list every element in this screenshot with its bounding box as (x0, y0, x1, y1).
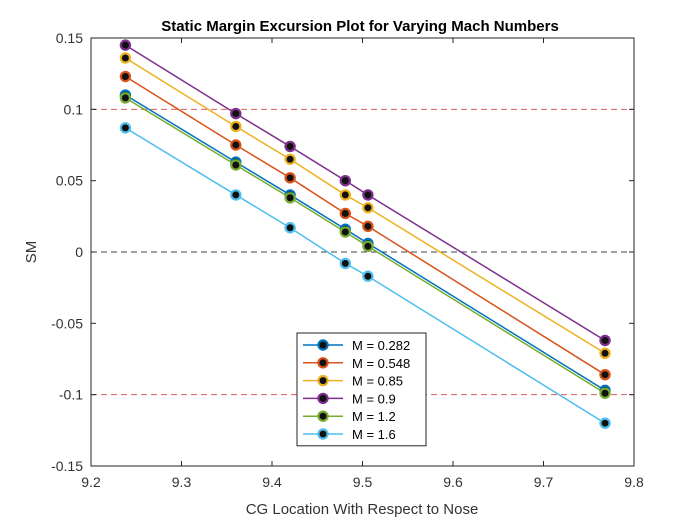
data-point (362, 270, 374, 282)
x-tick-label: 9.8 (624, 474, 644, 490)
data-point (230, 120, 242, 133)
series-1 (119, 70, 611, 381)
legend-label: M = 0.282 (352, 338, 410, 353)
series-line (124, 75, 606, 376)
series-line (124, 44, 606, 342)
data-point (284, 172, 296, 184)
data-point (284, 192, 296, 204)
legend-entry: M = 1.2 (303, 409, 396, 424)
y-tick-label: -0.1 (59, 387, 83, 403)
y-tick-label: 0.05 (56, 173, 83, 189)
data-point (599, 387, 611, 399)
legend-entry: M = 0.282 (303, 338, 410, 353)
legend-entry: M = 0.9 (303, 391, 396, 406)
data-point (339, 174, 352, 187)
data-point (230, 139, 242, 151)
data-point (362, 220, 374, 233)
data-point (362, 240, 374, 252)
legend-swatch-marker (317, 339, 329, 351)
legend-box (296, 332, 427, 447)
data-point (599, 368, 611, 381)
legend-swatch-marker (317, 392, 329, 405)
data-point (339, 226, 352, 238)
data-point (599, 417, 611, 429)
data-point (284, 153, 296, 165)
legend-label: M = 0.85 (352, 374, 403, 389)
legend-entry: M = 1.6 (303, 427, 396, 442)
series-3 (119, 39, 611, 347)
y-axis: -0.15 -0.1 -0.05 0 0.05 0.1 0.15 (51, 30, 634, 474)
x-tick-label: 9.3 (172, 474, 192, 490)
legend-entry: M = 0.85 (303, 374, 403, 389)
series-group (119, 39, 611, 429)
legend-label: M = 1.6 (352, 427, 396, 442)
data-point (339, 207, 352, 220)
legend-swatch-marker (317, 374, 329, 387)
x-axis: 9.2 9.3 9.4 9.5 9.6 9.7 9.8 (81, 38, 644, 490)
legend-swatch-marker (317, 410, 329, 422)
data-point (362, 202, 374, 214)
x-axis-label: CG Location With Respect to Nose (246, 501, 479, 518)
data-point (284, 222, 296, 234)
data-point (230, 159, 242, 171)
data-point (599, 347, 611, 359)
data-point (339, 257, 352, 270)
data-point (119, 92, 132, 104)
data-point (230, 189, 242, 201)
series-4 (119, 92, 611, 399)
data-point (119, 39, 132, 51)
series-line (125, 127, 606, 424)
data-point (284, 140, 296, 153)
legend-label: M = 1.2 (352, 409, 396, 424)
legend-swatch-marker (317, 428, 329, 440)
data-point (599, 334, 611, 347)
x-tick-label: 9.2 (81, 474, 101, 490)
legend: M = 0.282 M = 0.548 M = 0.85 M = 0.9 M = 1.2… (296, 332, 427, 447)
data-point (119, 122, 132, 134)
y-tick-label: 0 (75, 244, 83, 260)
data-point (119, 70, 132, 83)
y-tick-label: -0.05 (51, 315, 83, 331)
data-point (362, 189, 374, 201)
series-2 (119, 52, 611, 359)
x-tick-label: 9.6 (443, 474, 463, 490)
data-point (119, 52, 132, 64)
series-line (124, 57, 606, 354)
series-5 (119, 122, 611, 429)
x-tick-label: 9.4 (262, 474, 282, 490)
data-point (230, 107, 242, 120)
y-tick-label: 0.15 (56, 30, 83, 46)
x-tick-label: 9.7 (534, 474, 554, 490)
y-tick-label: -0.15 (51, 458, 83, 474)
legend-swatch-marker (317, 357, 329, 369)
data-point (339, 189, 352, 201)
x-tick-label: 9.5 (353, 474, 373, 490)
series-line (125, 94, 606, 392)
legend-label: M = 0.9 (352, 391, 396, 406)
y-tick-label: 0.1 (64, 101, 84, 117)
series-line (125, 97, 606, 394)
y-axis-label: SM (23, 241, 40, 264)
legend-label: M = 0.548 (352, 356, 410, 371)
legend-entry: M = 0.548 (303, 356, 410, 371)
chart-title: Static Margin Excursion Plot for Varying… (161, 18, 559, 35)
